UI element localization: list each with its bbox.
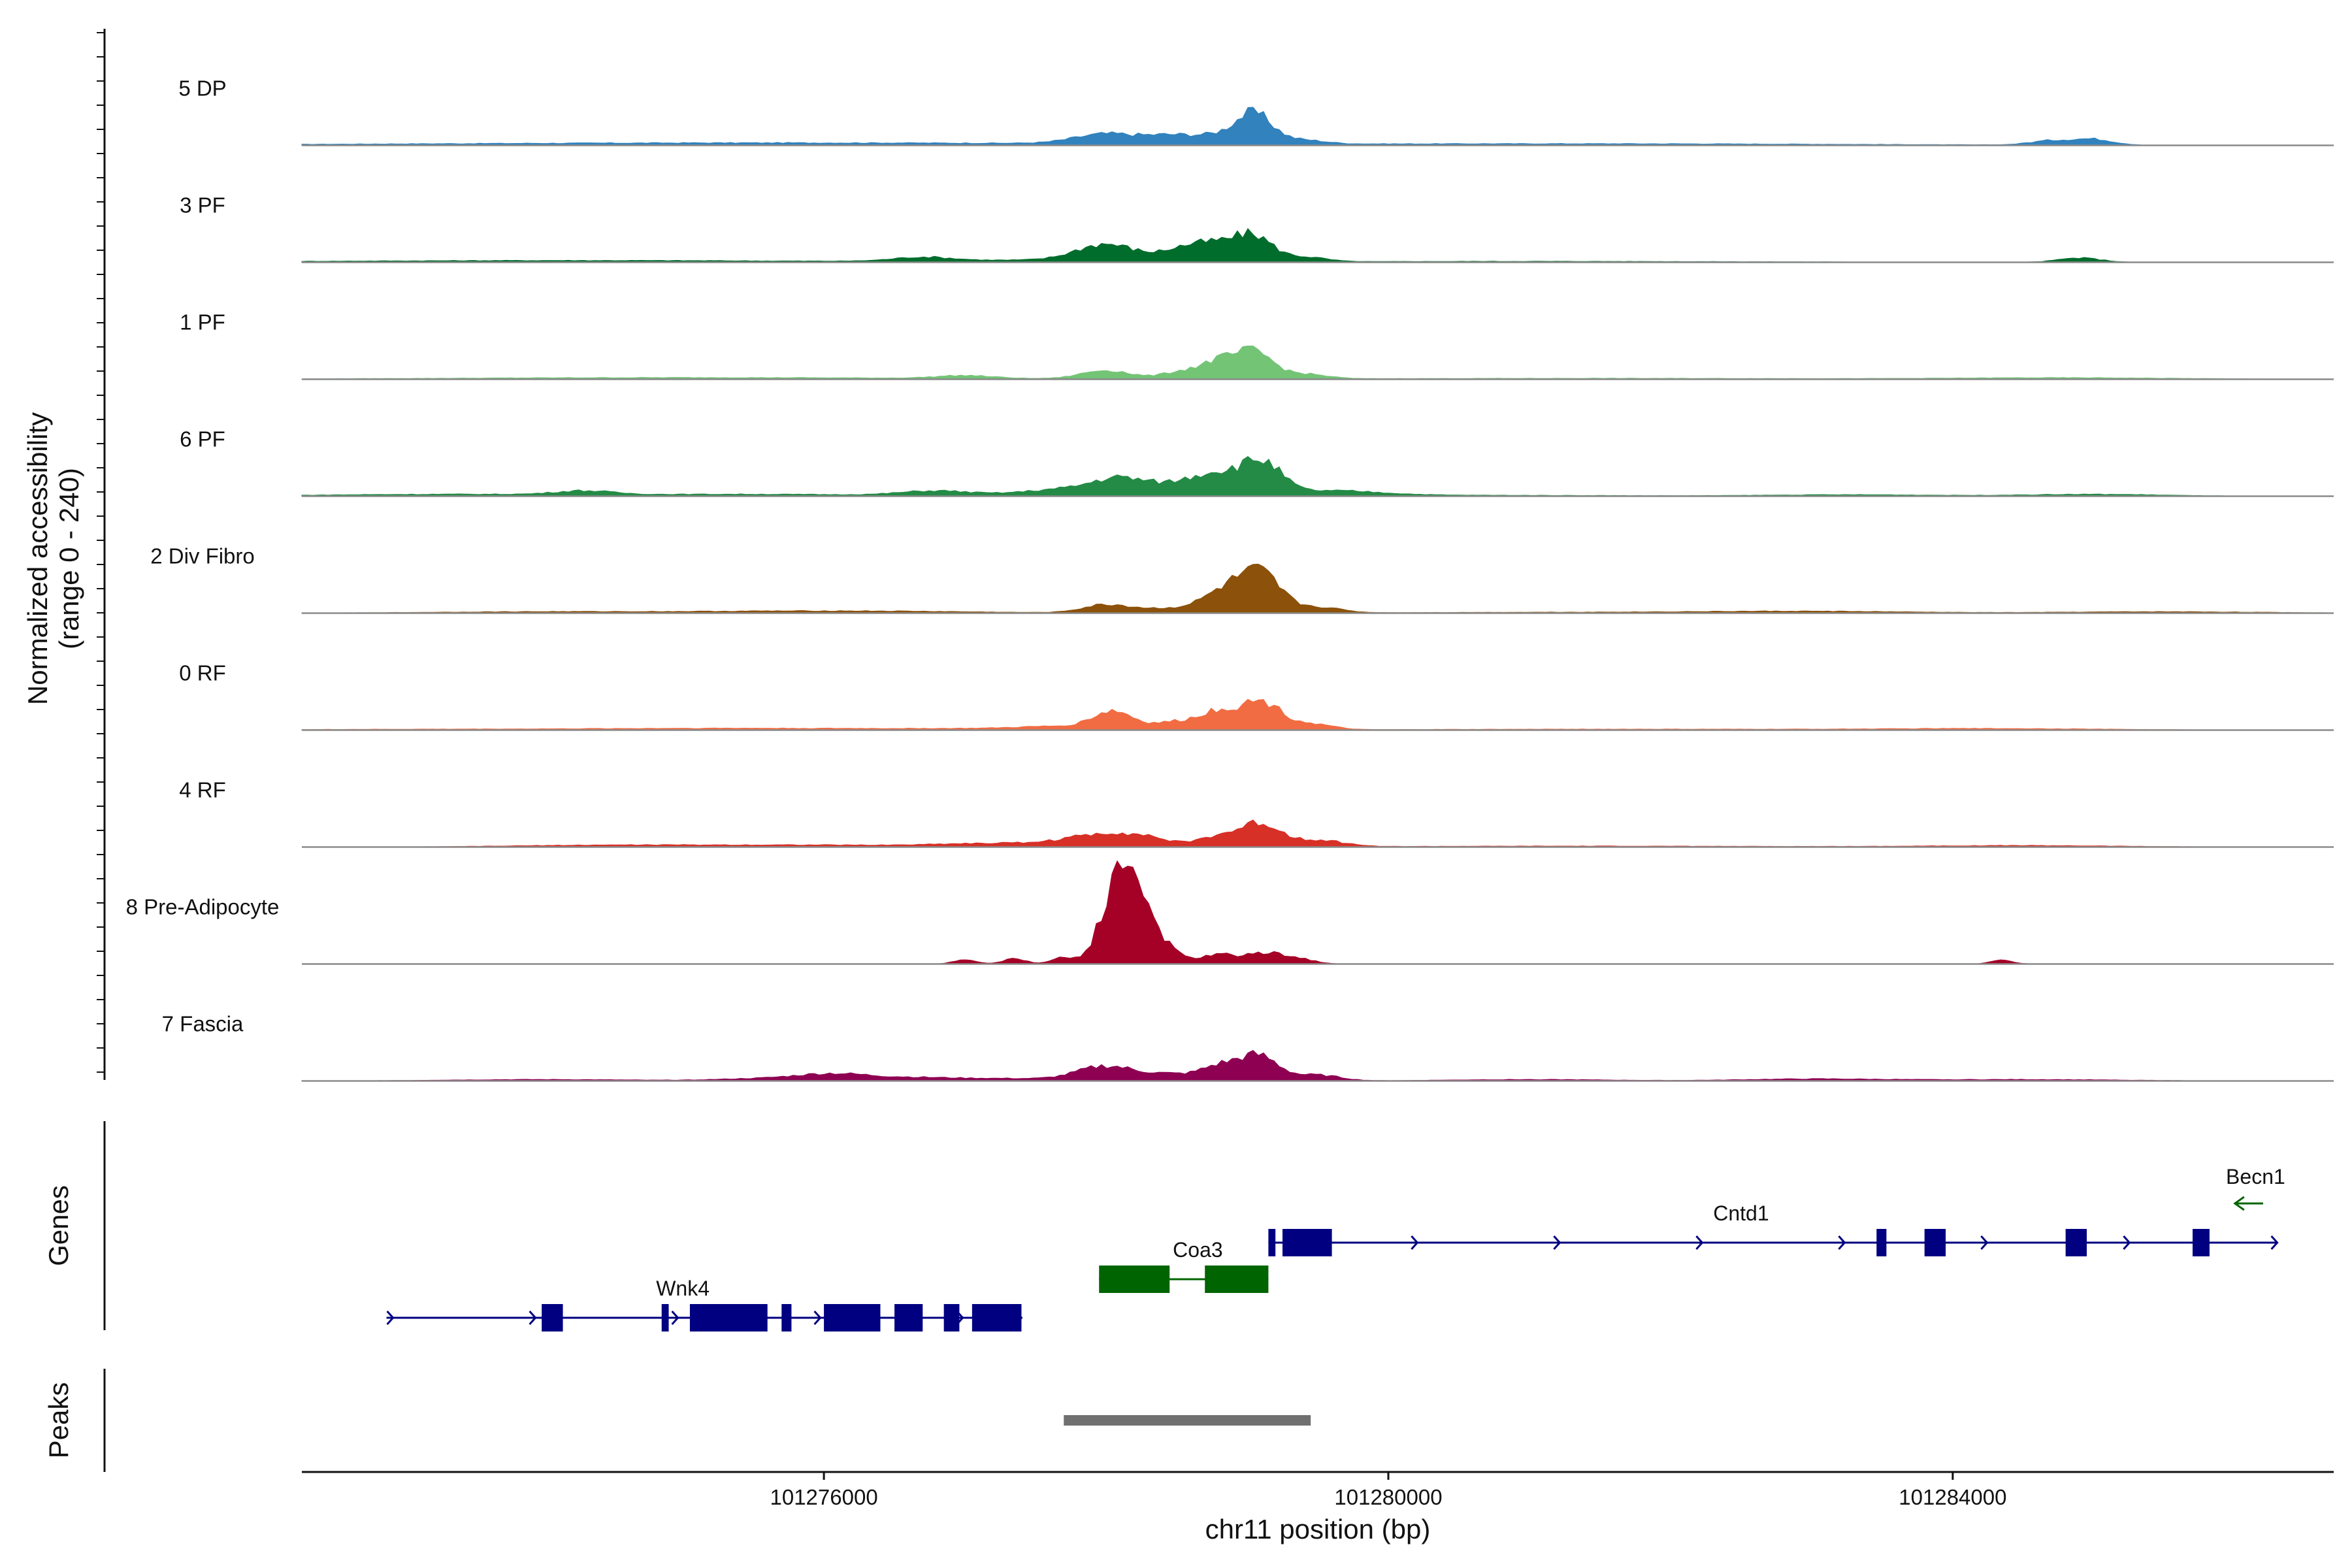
track-5: 2 Div Fibro [150,544,2334,614]
gene-exon [781,1304,792,1331]
strand-chevron [1411,1235,1419,1250]
track-8: 8 Pre-Adipocyte [126,860,2334,965]
peaks-panel-label: Peaks [43,1382,74,1459]
track-label: 0 RF [179,661,226,685]
gene-exon [894,1304,923,1331]
strand-chevron [2270,1235,2279,1250]
genes-panel-label: Genes [43,1185,74,1266]
coverage-area [301,228,2334,263]
gene-exon [1924,1229,1946,1256]
track-1: 5 DP [178,76,2334,146]
x-tick-label: 101276000 [770,1485,878,1509]
gene-exon [2065,1229,2087,1256]
track-3: 1 PF [180,310,2334,380]
gene-exon [824,1304,881,1331]
coverage-area [301,455,2334,497]
peak-bar [1064,1415,1311,1426]
x-tick-label: 101280000 [1334,1485,1442,1509]
gene-cntd1: Cntd1 [1268,1201,2279,1256]
coverage-area [301,106,2334,146]
y-axis-title-line2: (range 0 - 240) [54,468,84,649]
x-tick-label: 101284000 [1899,1485,2006,1509]
track-6: 0 RF [179,661,2334,731]
gene-exon [1268,1229,1276,1256]
gene-exon [1876,1229,1887,1256]
gene-annotations: Wnk4 Coa3 Cntd1 Becn1 [386,1165,2285,1331]
strand-arrow-head [2233,1196,2245,1211]
track-9: 7 Fascia [162,1012,2334,1082]
track-label: 1 PF [180,310,225,335]
gene-label: Wnk4 [656,1277,710,1300]
track-label: 5 DP [178,76,226,101]
coverage-area [301,698,2334,730]
coverage-area [301,563,2334,613]
coverage-area [302,819,2334,847]
gene-label: Cntd1 [1713,1201,1769,1225]
strand-chevron [386,1310,395,1326]
coverage-y-ticks [97,32,105,1073]
strand-chevron [671,1310,679,1326]
gene-exon [542,1304,563,1331]
strand-chevron [813,1310,822,1326]
gene-exon [661,1304,669,1331]
gene-label: Becn1 [2226,1165,2285,1188]
track-label: 7 Fascia [162,1012,244,1036]
gene-exon [689,1304,768,1331]
peak-regions [1064,1415,1311,1426]
gene-exon [943,1304,960,1331]
strand-chevron [1980,1235,1989,1250]
coverage-area [301,1050,2334,1081]
track-label: 4 RF [179,778,226,802]
x-axis-ticks: 101276000 101280000 101284000 [770,1472,2006,1509]
gene-exon [1282,1229,1332,1256]
y-axis-title-line1: Normalized accessibility [22,412,53,705]
track-label: 6 PF [180,427,225,451]
gene-wnk4: Wnk4 [386,1277,1023,1331]
track-7: 4 RF [179,778,2334,848]
track-2: 3 PF [180,193,2334,263]
strand-chevron [1553,1235,1561,1250]
gene-exon [1099,1266,1170,1293]
coverage-area [301,346,2334,380]
strand-chevron [2123,1235,2131,1250]
strand-chevron [1838,1235,1846,1250]
gene-label: Coa3 [1173,1238,1223,1262]
gene-coa3: Coa3 [1099,1238,1269,1293]
x-axis-title: chr11 position (bp) [1205,1514,1431,1544]
gene-exon [972,1304,1022,1331]
gene-exon [2193,1229,2210,1256]
coverage-area [302,860,2334,964]
gene-becn1: Becn1 [2226,1165,2285,1211]
track-label: 3 PF [180,193,225,218]
coverage-tracks: 5 DP 3 PF 1 PF 6 PF 2 Div Fibro 0 RF 4 RF 8 Pre… [126,76,2334,1082]
track-4: 6 PF [180,427,2334,497]
strand-chevron [1695,1235,1704,1250]
track-label: 2 Div Fibro [150,544,255,568]
strand-chevron [529,1310,537,1326]
gene-exon [1205,1266,1269,1293]
track-label: 8 Pre-Adipocyte [126,895,280,919]
